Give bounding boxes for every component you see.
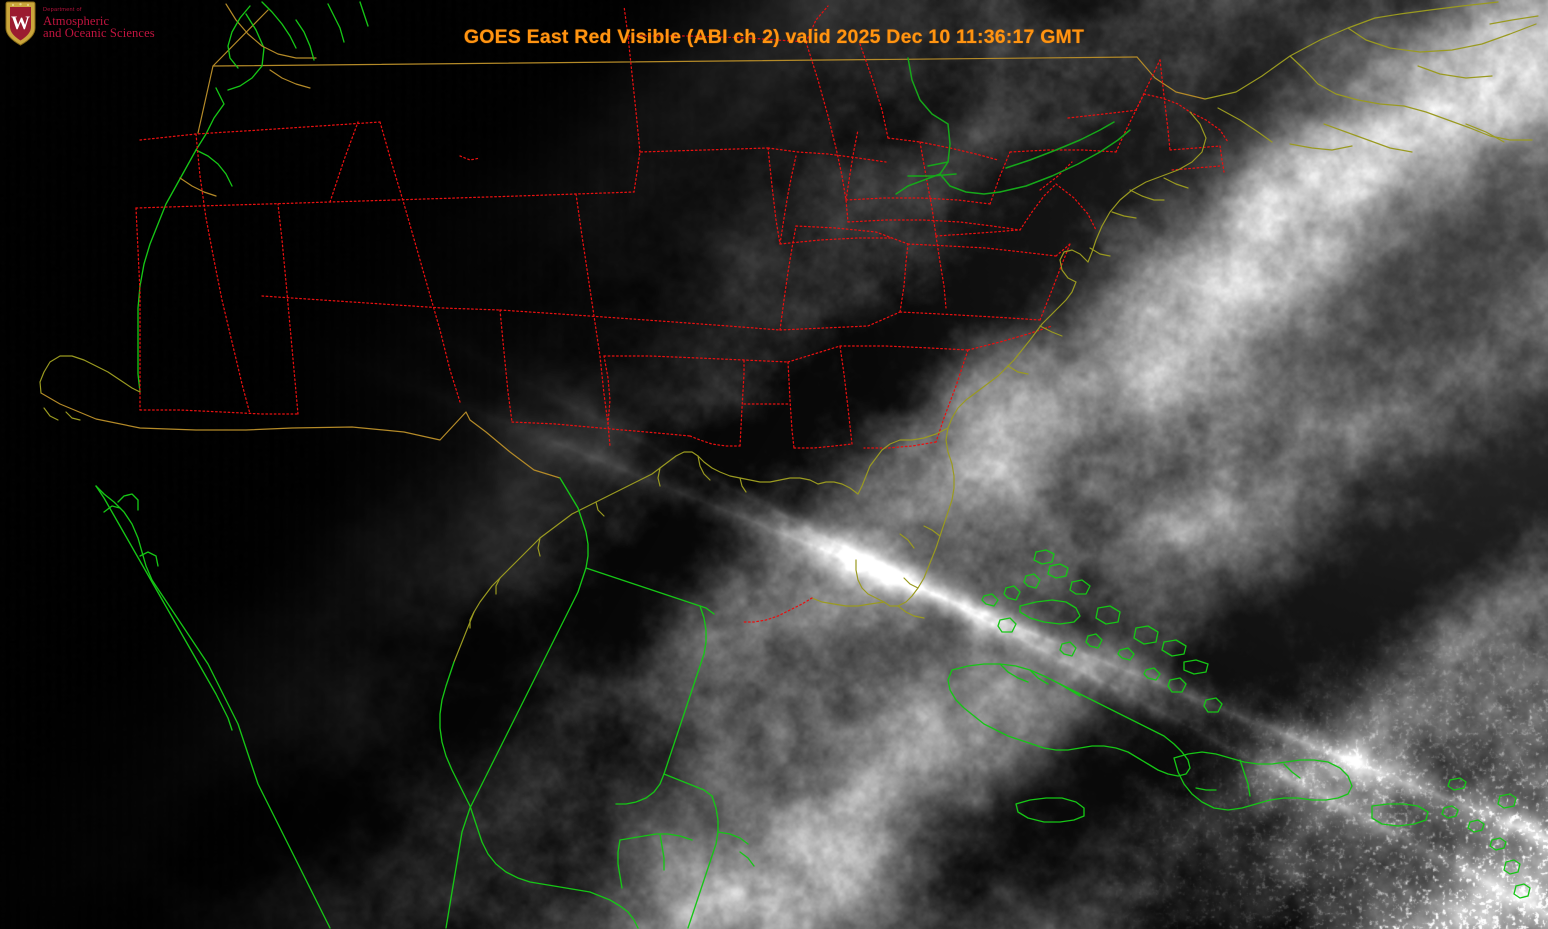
logo-name-line-2: and Oceanic Sciences [43, 26, 155, 41]
us-state-borders [135, 5, 1229, 449]
us-gulf-coastline [453, 451, 819, 663]
logo-name-line-1: Atmospheric [43, 13, 110, 28]
great-lakes-shoreline [895, 57, 1131, 195]
svg-text:W: W [11, 13, 30, 34]
uw-aos-logo-text: Department of Atmospheric and Oceanic Sc… [43, 1, 155, 40]
us-east-coastline [811, 111, 1207, 619]
us-west-coastline [39, 355, 141, 421]
logo-department-line: Department of [43, 7, 82, 13]
uw-madison-crest-icon: W [4, 1, 37, 46]
international-border-us-canada [197, 9, 1206, 134]
pacific-northwest-coastline [137, 1, 369, 393]
uw-aos-logo[interactable]: W Department of Atmospheric and Oceanic … [4, 1, 155, 46]
caribbean-islands [947, 549, 1531, 899]
mexico-central-america-coastline [95, 477, 755, 929]
canada-coastline [1204, 1, 1539, 153]
international-border-us-mexico [40, 392, 561, 479]
